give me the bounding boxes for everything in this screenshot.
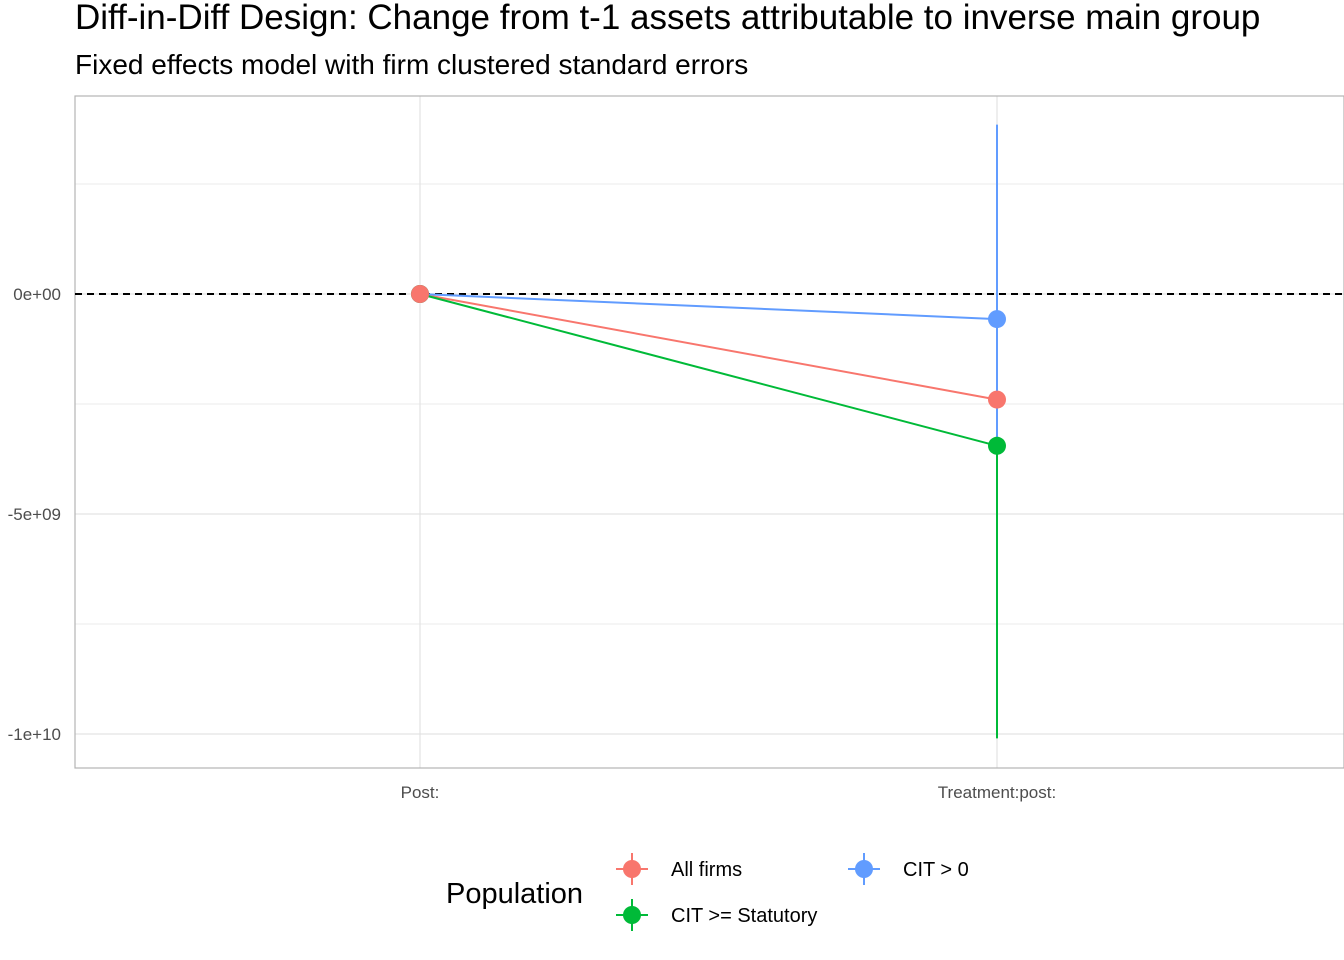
grid xyxy=(75,96,1344,768)
data-point-0-1 xyxy=(988,390,1006,409)
series-line-1 xyxy=(419,293,998,447)
legend-key-point xyxy=(623,906,641,924)
legend: Population All firms CIT > 0 CIT >= Statut… xyxy=(446,853,969,931)
chart-title: Diff-in-Diff Design: Change from t-1 ass… xyxy=(75,0,1260,37)
chart-subtitle: Fixed effects model with firm clustered … xyxy=(75,49,748,80)
legend-key-point xyxy=(623,860,641,878)
series-line-0 xyxy=(419,293,998,401)
legend-title: Population xyxy=(446,878,583,910)
legend-label: CIT >= Statutory xyxy=(671,905,817,927)
data-points xyxy=(411,285,1006,455)
y-tick-label: 0e+00 xyxy=(13,285,61,304)
x-tick-label: Post: xyxy=(401,783,440,802)
data-point-0-0 xyxy=(411,285,429,303)
panel-border xyxy=(74,95,1344,769)
legend-item: All firms xyxy=(616,853,742,885)
data-point-1-1 xyxy=(988,436,1006,455)
legend-item: CIT >= Statutory xyxy=(616,899,817,931)
axes: -1e+10 -5e+09 0e+00 Post: Treatment:post: xyxy=(8,95,1344,802)
legend-label: CIT > 0 xyxy=(903,859,969,881)
y-tick-label: -1e+10 xyxy=(8,725,61,744)
x-tick-label: Treatment:post: xyxy=(938,783,1056,802)
legend-label: All firms xyxy=(671,859,742,881)
series-line-2 xyxy=(419,293,998,321)
legend-item: CIT > 0 xyxy=(848,853,969,885)
data-point-2-1 xyxy=(988,310,1006,329)
y-tick-label: -5e+09 xyxy=(8,505,61,524)
legend-key-point xyxy=(855,860,873,878)
series-lines xyxy=(419,293,998,447)
